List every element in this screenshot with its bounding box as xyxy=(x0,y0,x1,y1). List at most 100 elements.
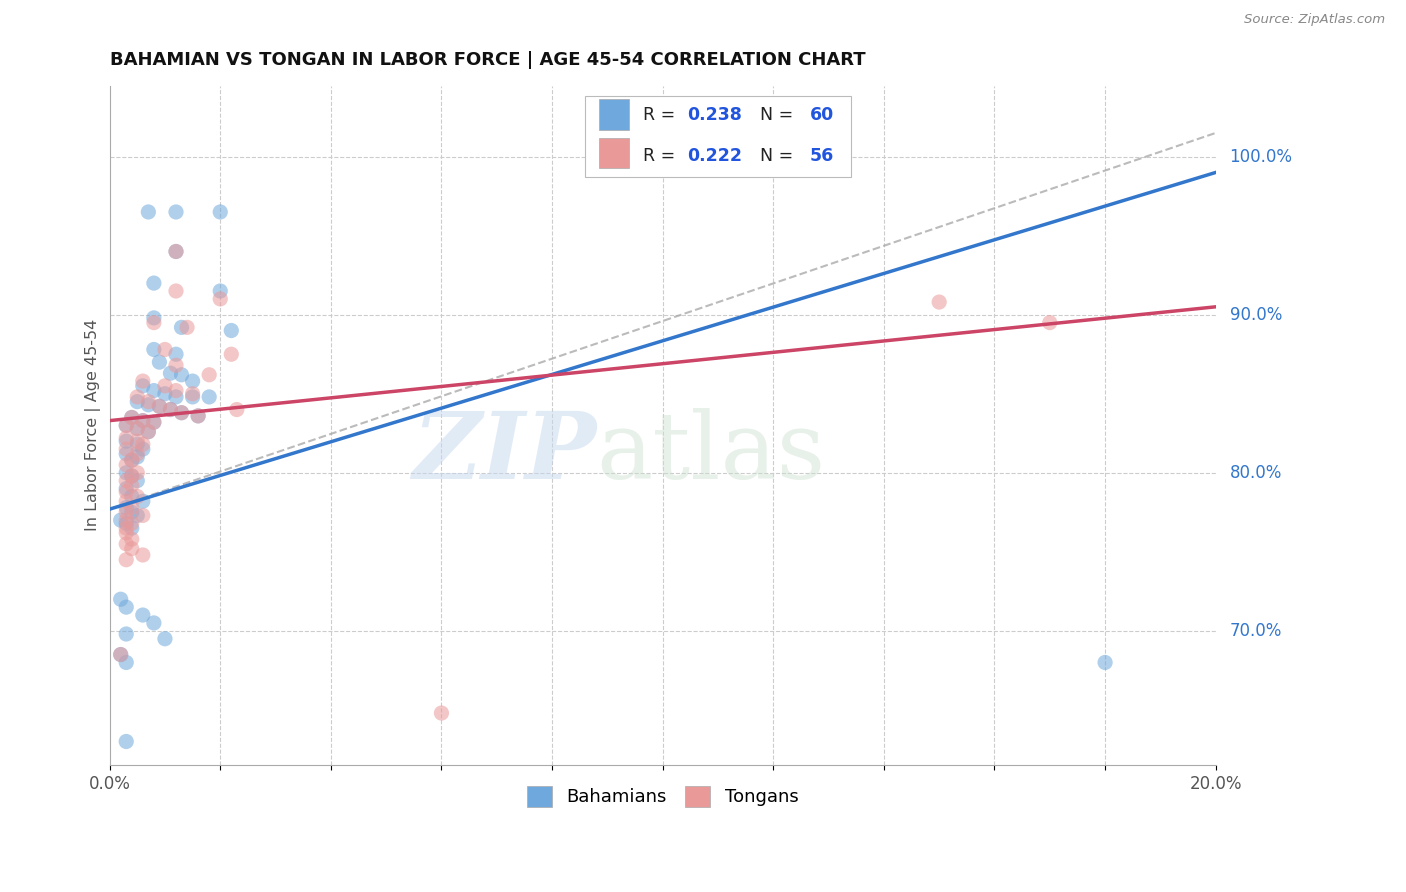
Point xyxy=(115,525,138,540)
Text: N =: N = xyxy=(749,146,799,164)
Point xyxy=(159,402,181,417)
Point xyxy=(198,368,221,382)
Point xyxy=(127,508,149,523)
Point xyxy=(115,600,138,615)
Text: BAHAMIAN VS TONGAN IN LABOR FORCE | AGE 45-54 CORRELATION CHART: BAHAMIAN VS TONGAN IN LABOR FORCE | AGE … xyxy=(110,51,865,69)
Point xyxy=(1094,656,1116,670)
Point xyxy=(127,421,149,435)
Point xyxy=(225,402,247,417)
Text: N =: N = xyxy=(749,106,799,124)
Point xyxy=(115,627,138,641)
Point xyxy=(115,482,138,496)
Point xyxy=(132,494,155,508)
Point xyxy=(121,478,143,492)
Text: 0.238: 0.238 xyxy=(688,106,742,124)
Point xyxy=(132,414,155,428)
Point xyxy=(148,400,170,414)
Point xyxy=(142,415,165,429)
Point xyxy=(132,548,155,562)
Point xyxy=(115,474,138,488)
Point xyxy=(132,608,155,623)
Point xyxy=(142,615,165,630)
Point xyxy=(159,402,181,417)
Point xyxy=(115,458,138,472)
Point xyxy=(170,406,193,420)
Text: 100.0%: 100.0% xyxy=(1230,148,1292,166)
Point xyxy=(121,469,143,483)
Text: 60: 60 xyxy=(810,106,834,124)
Point xyxy=(165,244,187,259)
Point xyxy=(115,484,138,499)
Point xyxy=(142,276,165,290)
Point xyxy=(132,374,155,388)
Point xyxy=(170,406,193,420)
Point xyxy=(115,521,138,535)
Point xyxy=(153,343,176,357)
Point xyxy=(110,648,132,662)
Point xyxy=(115,552,138,566)
Point xyxy=(121,410,143,425)
Text: Source: ZipAtlas.com: Source: ZipAtlas.com xyxy=(1244,13,1385,27)
Point xyxy=(132,437,155,451)
Point xyxy=(121,453,143,467)
Point xyxy=(165,384,187,398)
Point xyxy=(121,490,143,504)
Point xyxy=(187,409,209,423)
Point xyxy=(121,521,143,535)
Point xyxy=(221,347,243,361)
Point xyxy=(138,425,160,439)
Legend: Bahamians, Tongans: Bahamians, Tongans xyxy=(520,779,806,814)
Point xyxy=(115,447,138,461)
Text: atlas: atlas xyxy=(596,408,825,498)
Point xyxy=(198,390,221,404)
Point xyxy=(110,592,132,607)
Point xyxy=(121,410,143,425)
Point xyxy=(127,490,149,504)
Point xyxy=(115,516,138,531)
Point xyxy=(121,516,143,531)
Point xyxy=(132,414,155,428)
Point xyxy=(127,390,149,404)
Point xyxy=(115,431,138,445)
Point xyxy=(142,316,165,330)
Text: 70.0%: 70.0% xyxy=(1230,622,1282,640)
Text: 0.222: 0.222 xyxy=(688,146,742,164)
Point xyxy=(148,400,170,414)
Point xyxy=(170,368,193,382)
Point xyxy=(121,469,143,483)
Point xyxy=(142,343,165,357)
Point xyxy=(121,505,143,519)
Point xyxy=(430,706,453,720)
Point xyxy=(165,347,187,361)
Point xyxy=(115,494,138,508)
Bar xyxy=(599,138,630,169)
Point xyxy=(181,386,204,401)
Point xyxy=(127,466,149,480)
Text: R =: R = xyxy=(643,146,681,164)
Point xyxy=(165,284,187,298)
Point xyxy=(115,500,138,515)
Point xyxy=(153,379,176,393)
Point xyxy=(132,508,155,523)
Point xyxy=(176,320,198,334)
Point xyxy=(127,434,149,449)
Point xyxy=(121,500,143,515)
Point xyxy=(121,453,143,467)
Point xyxy=(132,379,155,393)
Point xyxy=(115,466,138,480)
Point xyxy=(138,425,160,439)
Point xyxy=(127,421,149,435)
Point xyxy=(165,390,187,404)
Point xyxy=(148,355,170,369)
Point xyxy=(138,205,160,219)
Text: 90.0%: 90.0% xyxy=(1230,306,1282,324)
Point xyxy=(115,734,138,748)
Point xyxy=(110,648,132,662)
Point xyxy=(121,532,143,546)
Point xyxy=(115,513,138,527)
Point xyxy=(187,409,209,423)
Point xyxy=(153,386,176,401)
Point xyxy=(165,359,187,373)
Point xyxy=(165,244,187,259)
Text: R =: R = xyxy=(643,106,681,124)
